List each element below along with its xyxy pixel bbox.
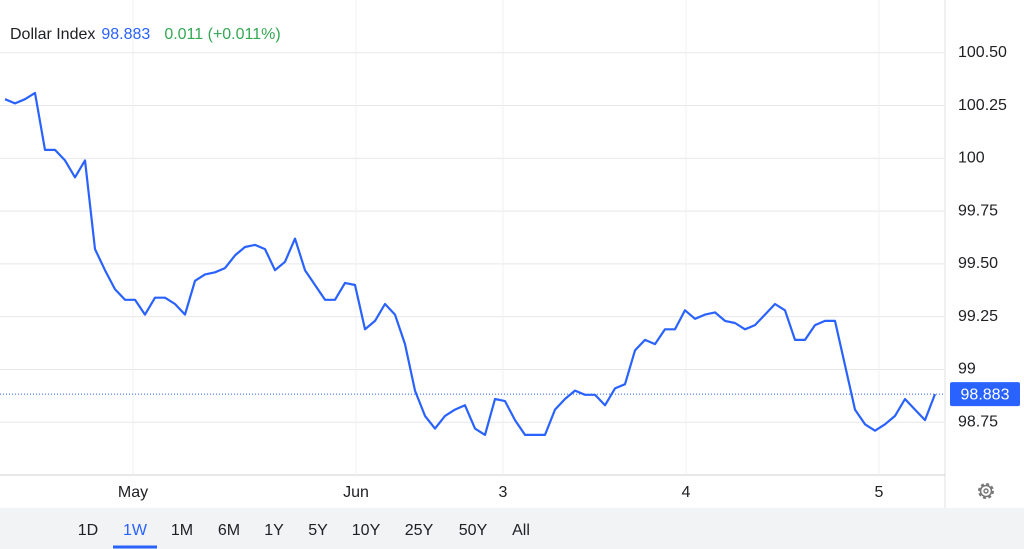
gear-body: [979, 484, 993, 498]
range-button[interactable]: 50Y: [459, 522, 488, 539]
y-tick-label: 99.75: [958, 202, 998, 219]
y-tick-label: 100: [958, 150, 985, 167]
range-bar: [0, 508, 1024, 549]
chart-title: Dollar Index: [10, 26, 95, 43]
range-button[interactable]: 1W: [123, 522, 148, 539]
x-tick-label: 3: [499, 484, 508, 501]
x-tick-label: May: [118, 484, 148, 501]
price-line: [4, 91, 937, 436]
range-button[interactable]: 1D: [78, 522, 98, 539]
price-change: 0.011 (+0.011%): [164, 26, 280, 43]
settings-icon[interactable]: [978, 483, 994, 499]
y-tick-label: 100.25: [958, 97, 1007, 114]
x-tick-label: 5: [875, 484, 884, 501]
gear-teeth: [978, 483, 994, 499]
range-button[interactable]: 10Y: [352, 522, 381, 539]
header: Dollar Index 98.883 0.011 (+0.011%): [10, 26, 281, 43]
last-price-label: 98.883: [961, 386, 1010, 403]
range-button[interactable]: 6M: [218, 522, 240, 539]
last-price: 98.883: [101, 26, 150, 43]
y-tick-label: 99.50: [958, 255, 998, 272]
x-tick-label: 4: [682, 484, 691, 501]
range-button[interactable]: 5Y: [308, 522, 328, 539]
y-tick-label: 98.75: [958, 413, 998, 430]
gear-hub: [983, 488, 989, 494]
y-tick-label: 99.25: [958, 308, 998, 325]
range-button[interactable]: 1M: [171, 522, 193, 539]
range-button[interactable]: 1Y: [264, 522, 284, 539]
y-tick-label: 100.50: [958, 44, 1007, 61]
x-tick-label: Jun: [343, 484, 369, 501]
y-tick-label: 99: [958, 361, 976, 378]
range-button[interactable]: 25Y: [405, 522, 434, 539]
last-price-box: [950, 382, 1020, 407]
range-button[interactable]: All: [512, 522, 530, 539]
